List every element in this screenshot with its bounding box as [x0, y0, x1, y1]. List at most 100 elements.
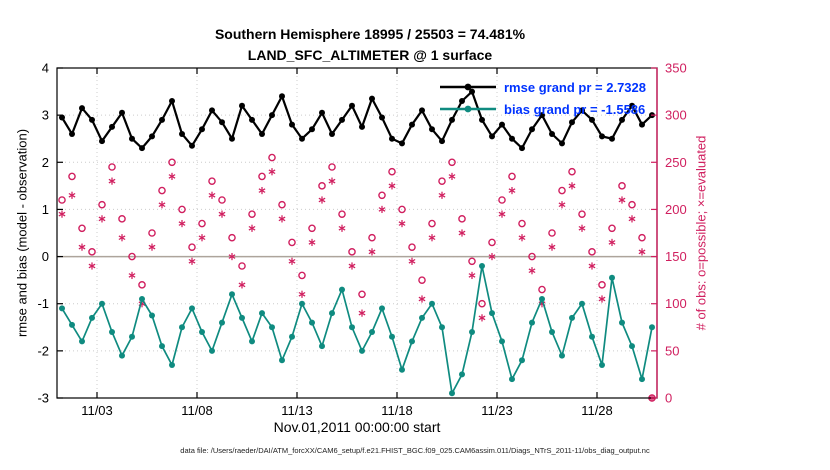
- data-point: [59, 305, 65, 312]
- data-point: [519, 357, 525, 364]
- left-tick-label: -2: [37, 343, 49, 358]
- data-point: [329, 131, 335, 137]
- right-tick-label: 250: [665, 155, 687, 170]
- right-tick-label: 300: [665, 108, 687, 123]
- data-point: [229, 291, 235, 298]
- data-point: [559, 140, 565, 147]
- data-point: [79, 105, 85, 112]
- right-tick-label: 100: [665, 296, 687, 311]
- data-point: [429, 300, 435, 307]
- data-point: [509, 376, 515, 383]
- data-point: [389, 333, 395, 340]
- data-point: [179, 131, 185, 137]
- data-point: [569, 314, 575, 321]
- right-tick-label: 150: [665, 249, 687, 264]
- data-point: [199, 329, 205, 335]
- right-tick-label: 0: [665, 391, 672, 406]
- legend-swatch-rmse-line: [440, 83, 496, 91]
- data-point: [179, 324, 185, 331]
- data-point: [309, 126, 315, 133]
- axis-ticks: [57, 67, 657, 399]
- data-point: [489, 133, 495, 140]
- data-point: [539, 296, 545, 302]
- legend: rmse grand pr = 2.7328 bias grand pr = -…: [438, 76, 646, 120]
- data-point: [289, 121, 295, 128]
- chart-title-line1: Southern Hemisphere 18995 / 25503 = 74.4…: [214, 26, 526, 42]
- data-point: [589, 333, 595, 340]
- series-evaluated_obs: [58, 168, 656, 402]
- data-point: [459, 371, 465, 378]
- data-point: [499, 121, 505, 128]
- data-point: [249, 116, 255, 123]
- data-point: [209, 347, 215, 354]
- right-tick-label: 350: [665, 61, 687, 76]
- data-point: [389, 135, 395, 142]
- x-tick-label: 11/23: [481, 403, 513, 418]
- data-point: [599, 133, 605, 140]
- data-point: [229, 135, 235, 142]
- data-point: [239, 314, 245, 321]
- data-point: [289, 333, 295, 340]
- data-point: [159, 343, 165, 350]
- data-point: [339, 286, 345, 293]
- data-point: [479, 116, 485, 123]
- data-point: [539, 112, 545, 119]
- data-point: [619, 116, 625, 123]
- data-point: [89, 314, 95, 321]
- data-point: [129, 135, 135, 142]
- data-point: [639, 376, 645, 383]
- data-point: [149, 133, 155, 140]
- data-point: [439, 324, 445, 331]
- data-point: [89, 116, 95, 123]
- data-point: [609, 274, 615, 281]
- data-point: [359, 123, 365, 130]
- axis-tick-labels: 11/03 11/08 11/13 11/18 11/23 11/28 -3 -2 -1 0 1 2 3…: [37, 61, 686, 419]
- data-point: [469, 329, 475, 335]
- data-point: [579, 107, 585, 114]
- data-point: [449, 116, 455, 123]
- data-point: [449, 390, 455, 397]
- data-point: [99, 138, 105, 145]
- data-point: [319, 343, 325, 350]
- series-possible_obs: [58, 153, 656, 402]
- left-tick-label: -3: [37, 391, 49, 406]
- data-point: [549, 329, 555, 335]
- data-point: [209, 107, 215, 114]
- data-point: [429, 126, 435, 133]
- legend-label-rmse: rmse grand pr = 2.7328: [504, 79, 646, 95]
- legend-label-bias: bias grand pr = -1.5586: [504, 101, 646, 117]
- data-point: [169, 98, 175, 104]
- left-tick-label: 2: [42, 155, 49, 170]
- right-tick-label: 50: [665, 343, 679, 358]
- data-point: [219, 119, 225, 126]
- data-point: [59, 114, 65, 121]
- data-point: [419, 107, 425, 114]
- data-point: [639, 121, 645, 128]
- data-point: [69, 321, 75, 328]
- data-point: [279, 357, 285, 364]
- data-point: [379, 114, 385, 121]
- data-point: [259, 131, 265, 137]
- data-point: [159, 116, 165, 123]
- left-tick-label: -1: [37, 296, 49, 311]
- data-point: [319, 109, 325, 116]
- legend-swatch-bias-line: [440, 105, 496, 113]
- data-point: [349, 324, 355, 331]
- data-point: [109, 123, 115, 130]
- data-point: [529, 319, 535, 326]
- data-point: [379, 305, 385, 312]
- series-rmse: [59, 88, 655, 152]
- data-point: [559, 352, 565, 359]
- data-point: [139, 145, 145, 152]
- data-point: [99, 300, 105, 307]
- data-point: [489, 310, 495, 317]
- x-axis-label: Nov.01,2011 00:00:00 start: [273, 419, 441, 435]
- data-point: [459, 98, 465, 104]
- data-point: [149, 312, 155, 319]
- data-point: [529, 126, 535, 133]
- data-point: [499, 338, 505, 345]
- data-point: [519, 145, 525, 152]
- data-point: [299, 300, 305, 307]
- data-point: [619, 319, 625, 326]
